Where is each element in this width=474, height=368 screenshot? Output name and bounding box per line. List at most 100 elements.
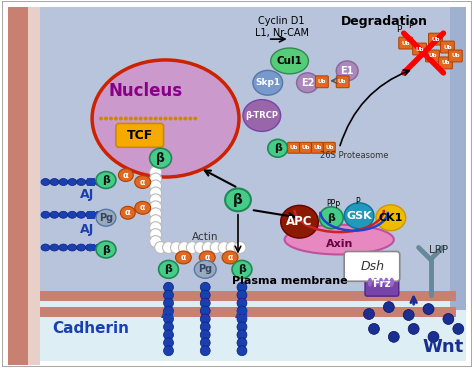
Bar (39, 291, 456, 301)
FancyBboxPatch shape (426, 50, 439, 62)
Ellipse shape (96, 209, 116, 226)
Text: PPp: PPp (326, 199, 340, 208)
Circle shape (159, 117, 163, 120)
Text: E2: E2 (301, 78, 314, 88)
Circle shape (188, 117, 192, 120)
Circle shape (201, 306, 210, 316)
Text: α: α (205, 253, 210, 262)
Ellipse shape (373, 278, 378, 287)
Text: P: P (355, 197, 359, 206)
Text: Ub: Ub (313, 145, 322, 150)
Text: Skp1: Skp1 (255, 78, 280, 87)
Circle shape (201, 282, 210, 292)
Circle shape (171, 241, 182, 254)
Circle shape (201, 346, 210, 356)
Ellipse shape (50, 244, 59, 251)
Text: α: α (123, 170, 129, 180)
Text: Cyclin D1
L1, Nr-CAM: Cyclin D1 L1, Nr-CAM (255, 17, 309, 38)
Circle shape (150, 166, 162, 178)
Circle shape (149, 117, 153, 120)
Circle shape (388, 331, 399, 342)
Ellipse shape (297, 73, 319, 93)
Ellipse shape (135, 201, 151, 214)
Circle shape (164, 322, 173, 332)
Text: Ub: Ub (443, 45, 452, 50)
Text: LRP: LRP (429, 244, 448, 255)
Circle shape (226, 241, 238, 254)
Text: α: α (181, 253, 186, 262)
Ellipse shape (384, 278, 389, 287)
Circle shape (237, 330, 247, 340)
Ellipse shape (41, 178, 50, 185)
Ellipse shape (222, 251, 238, 264)
Ellipse shape (344, 203, 374, 229)
Circle shape (364, 308, 374, 319)
Text: CK1: CK1 (379, 213, 403, 223)
Text: Actin: Actin (192, 231, 219, 242)
Circle shape (183, 117, 187, 120)
Text: Ub: Ub (317, 79, 326, 84)
FancyBboxPatch shape (315, 76, 328, 88)
Ellipse shape (59, 211, 68, 218)
Text: APC: APC (286, 215, 313, 228)
Circle shape (150, 187, 162, 199)
Circle shape (218, 241, 230, 254)
Text: Ub: Ub (428, 53, 437, 59)
Ellipse shape (59, 178, 68, 185)
Circle shape (150, 194, 162, 206)
Ellipse shape (77, 178, 86, 185)
Text: TCF: TCF (127, 129, 153, 142)
Circle shape (154, 117, 157, 120)
Circle shape (150, 180, 162, 192)
Ellipse shape (77, 244, 86, 251)
Circle shape (144, 117, 148, 120)
Circle shape (164, 290, 173, 300)
Circle shape (237, 338, 247, 348)
Text: 26S Proteasome: 26S Proteasome (320, 151, 388, 160)
Text: P: P (396, 25, 401, 34)
FancyBboxPatch shape (413, 43, 427, 55)
Circle shape (201, 322, 210, 332)
Circle shape (163, 241, 174, 254)
Circle shape (150, 173, 162, 185)
Ellipse shape (225, 188, 251, 211)
Text: Ub: Ub (301, 145, 310, 150)
Text: β-TRCP: β-TRCP (246, 111, 278, 120)
Text: Wnt: Wnt (423, 338, 464, 356)
Circle shape (164, 330, 173, 340)
Ellipse shape (159, 261, 178, 278)
Text: Ub: Ub (415, 46, 424, 52)
Circle shape (453, 323, 464, 335)
FancyBboxPatch shape (438, 57, 452, 69)
Circle shape (423, 304, 434, 315)
Text: β: β (233, 193, 243, 207)
Bar (39, 307, 456, 317)
Circle shape (237, 298, 247, 308)
Circle shape (201, 298, 210, 308)
Text: α: α (228, 253, 233, 262)
Text: Ub: Ub (431, 36, 440, 42)
Text: Cul1: Cul1 (277, 56, 302, 66)
Circle shape (237, 290, 247, 300)
Ellipse shape (86, 211, 95, 218)
Circle shape (150, 222, 162, 234)
Bar (87, 211, 95, 219)
Ellipse shape (268, 139, 288, 157)
Circle shape (124, 117, 128, 120)
Text: β: β (102, 175, 110, 185)
Bar (27, 7, 39, 365)
Circle shape (237, 346, 247, 356)
Circle shape (237, 282, 247, 292)
Text: E1: E1 (340, 66, 354, 76)
FancyBboxPatch shape (336, 76, 349, 88)
Circle shape (201, 314, 210, 324)
Circle shape (383, 302, 394, 312)
Circle shape (178, 241, 191, 254)
Circle shape (104, 117, 108, 120)
Circle shape (202, 241, 214, 254)
Ellipse shape (95, 178, 103, 185)
Circle shape (164, 117, 167, 120)
Text: β: β (164, 264, 173, 275)
Bar (8, 294, 466, 361)
Circle shape (114, 117, 118, 120)
